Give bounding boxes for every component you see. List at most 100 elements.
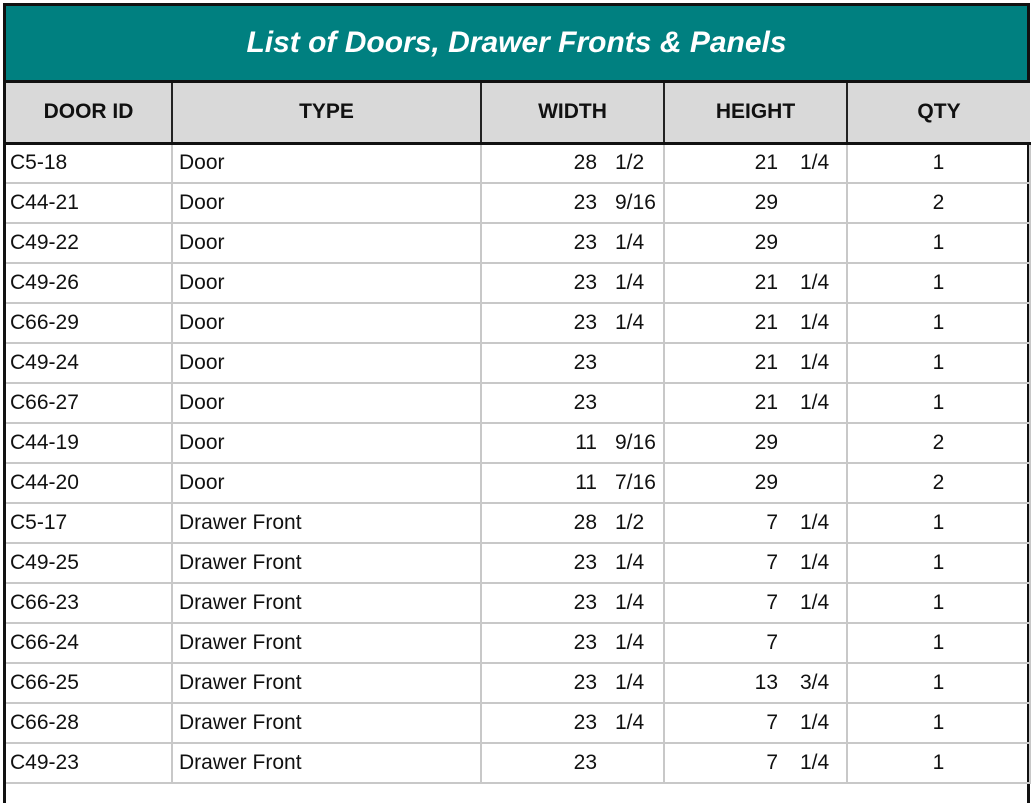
height-cell[interactable]: 7 1/4 <box>664 743 848 784</box>
door-id-cell[interactable]: C5-17 <box>6 503 173 544</box>
width-fraction: 1/4 <box>615 711 645 734</box>
height-cell[interactable]: 7 1/4 <box>664 703 848 744</box>
door-id-cell[interactable]: C49-24 <box>6 343 173 384</box>
width-fraction: 1/4 <box>615 551 645 574</box>
type-cell[interactable]: Door <box>172 303 482 344</box>
door-id-cell[interactable]: C44-20 <box>6 463 173 504</box>
door-id-cell[interactable]: C49-26 <box>6 263 173 304</box>
height-fraction: 1/4 <box>800 751 830 774</box>
qty-cell[interactable]: 1 <box>847 743 1031 784</box>
height-cell[interactable]: 7 <box>664 623 848 664</box>
door-id-cell[interactable]: C66-28 <box>6 703 173 744</box>
qty-cell[interactable]: 1 <box>847 703 1031 744</box>
type-cell[interactable]: Drawer Front <box>172 743 482 784</box>
type-cell[interactable]: Drawer Front <box>172 703 482 744</box>
height-cell[interactable]: 21 1/4 <box>664 383 848 424</box>
table-row: C66-27 Door 23 21 1/4 1 <box>6 383 1031 424</box>
width-cell[interactable]: 23 <box>481 743 665 784</box>
height-cell[interactable]: 29 <box>664 223 848 264</box>
type-cell[interactable]: Drawer Front <box>172 543 482 584</box>
width-cell[interactable]: 23 1/4 <box>481 623 665 664</box>
width-cell[interactable]: 23 1/4 <box>481 663 665 704</box>
qty-cell[interactable]: 2 <box>847 463 1031 504</box>
height-cell[interactable]: 21 1/4 <box>664 263 848 304</box>
height-cell[interactable]: 21 1/4 <box>664 303 848 344</box>
header-height[interactable]: HEIGHT <box>664 83 848 145</box>
door-id-cell[interactable]: C5-18 <box>6 143 173 184</box>
qty-cell[interactable]: 1 <box>847 383 1031 424</box>
qty-cell[interactable]: 1 <box>847 143 1031 184</box>
height-whole: 29 <box>754 191 778 214</box>
height-fraction: 1/4 <box>800 311 830 334</box>
door-id-cell[interactable]: C66-27 <box>6 383 173 424</box>
height-fraction: 1/4 <box>800 351 830 374</box>
height-cell[interactable]: 29 <box>664 423 848 464</box>
width-cell[interactable]: 11 9/16 <box>481 423 665 464</box>
qty-cell[interactable]: 1 <box>847 543 1031 584</box>
type-cell[interactable]: Drawer Front <box>172 583 482 624</box>
door-id-cell[interactable]: C66-29 <box>6 303 173 344</box>
height-cell[interactable]: 21 1/4 <box>664 143 848 184</box>
width-fraction: 1/4 <box>615 311 645 334</box>
qty-cell[interactable]: 1 <box>847 343 1031 384</box>
width-cell[interactable]: 23 <box>481 343 665 384</box>
height-cell[interactable]: 29 <box>664 463 848 504</box>
door-id-cell[interactable]: C66-25 <box>6 663 173 704</box>
door-id-cell[interactable]: C66-23 <box>6 583 173 624</box>
door-id-cell[interactable]: C49-23 <box>6 743 173 784</box>
qty-cell[interactable]: 1 <box>847 623 1031 664</box>
width-cell[interactable]: 23 1/4 <box>481 223 665 264</box>
type-cell[interactable]: Door <box>172 343 482 384</box>
door-id-cell[interactable]: C66-24 <box>6 623 173 664</box>
header-qty[interactable]: QTY <box>847 83 1030 145</box>
width-fraction: 1/2 <box>615 151 645 175</box>
type-cell[interactable]: Drawer Front <box>172 663 482 704</box>
door-id-cell[interactable]: C49-22 <box>6 223 173 264</box>
type-cell[interactable]: Door <box>172 223 482 264</box>
header-door-id[interactable]: DOOR ID <box>6 83 173 145</box>
height-cell[interactable]: 13 3/4 <box>664 663 848 704</box>
width-cell[interactable]: 23 1/4 <box>481 543 665 584</box>
type-cell[interactable]: Door <box>172 383 482 424</box>
width-cell[interactable]: 28 1/2 <box>481 503 665 544</box>
height-cell[interactable]: 7 1/4 <box>664 583 848 624</box>
door-id-cell[interactable]: C44-21 <box>6 183 173 224</box>
type-cell[interactable]: Door <box>172 423 482 464</box>
header-width[interactable]: WIDTH <box>481 83 665 145</box>
width-cell[interactable]: 23 9/16 <box>481 183 665 224</box>
door-id-cell[interactable]: C49-25 <box>6 543 173 584</box>
qty-cell[interactable]: 2 <box>847 183 1031 224</box>
height-whole: 21 <box>754 271 778 294</box>
width-cell[interactable]: 23 1/4 <box>481 303 665 344</box>
width-cell[interactable]: 11 7/16 <box>481 463 665 504</box>
type-cell[interactable]: Door <box>172 143 482 184</box>
type-cell[interactable]: Door <box>172 183 482 224</box>
door-id-cell[interactable]: C44-19 <box>6 423 173 464</box>
header-type[interactable]: TYPE <box>172 83 482 145</box>
qty-cell[interactable]: 1 <box>847 663 1031 704</box>
width-fraction: 1/4 <box>615 591 645 614</box>
width-whole: 23 <box>573 711 597 734</box>
height-cell[interactable]: 29 <box>664 183 848 224</box>
qty-cell[interactable]: 1 <box>847 583 1031 624</box>
qty-cell[interactable]: 1 <box>847 223 1031 264</box>
width-whole: 23 <box>573 631 597 654</box>
width-cell[interactable]: 23 1/4 <box>481 583 665 624</box>
qty-cell[interactable]: 1 <box>847 263 1031 304</box>
width-cell[interactable]: 23 1/4 <box>481 703 665 744</box>
qty-cell[interactable]: 1 <box>847 503 1031 544</box>
height-cell[interactable]: 7 1/4 <box>664 503 848 544</box>
type-cell[interactable]: Drawer Front <box>172 623 482 664</box>
width-cell[interactable]: 23 <box>481 383 665 424</box>
qty-cell[interactable]: 1 <box>847 303 1031 344</box>
height-cell[interactable]: 21 1/4 <box>664 343 848 384</box>
type-cell[interactable]: Door <box>172 263 482 304</box>
type-cell[interactable]: Drawer Front <box>172 503 482 544</box>
table-row: C66-23 Drawer Front 23 1/4 7 1/4 1 <box>6 583 1031 624</box>
width-cell[interactable]: 23 1/4 <box>481 263 665 304</box>
height-whole: 29 <box>754 231 778 254</box>
type-cell[interactable]: Door <box>172 463 482 504</box>
qty-cell[interactable]: 2 <box>847 423 1031 464</box>
height-cell[interactable]: 7 1/4 <box>664 543 848 584</box>
width-cell[interactable]: 28 1/2 <box>481 143 665 184</box>
